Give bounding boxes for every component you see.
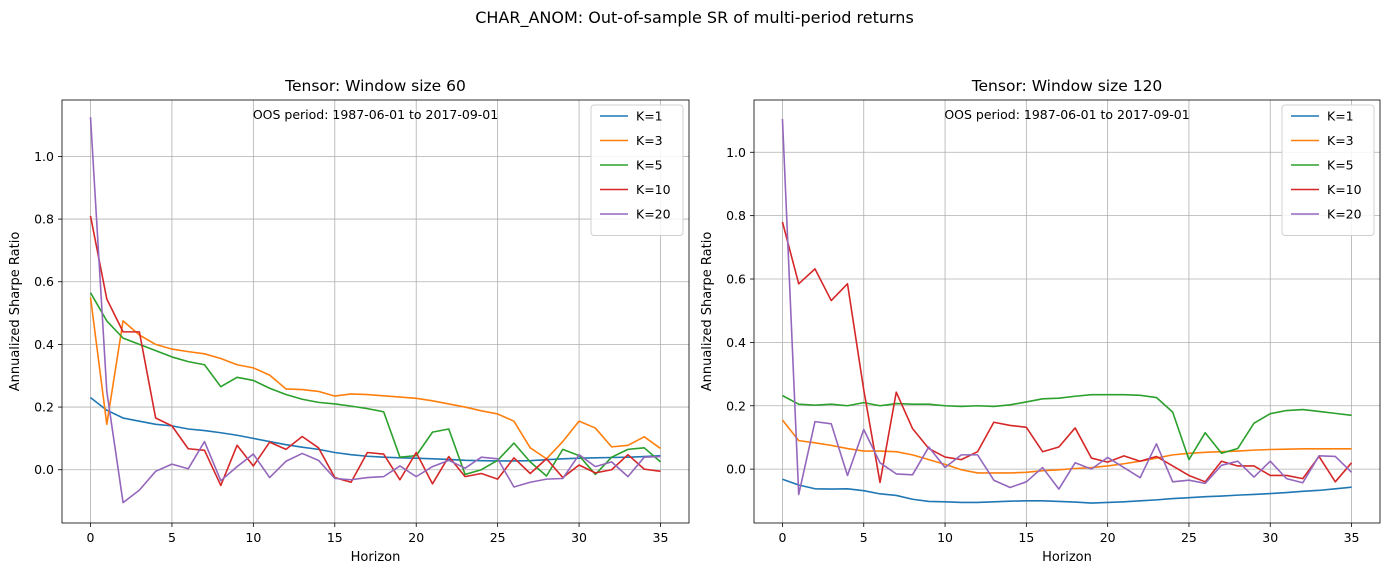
series-line-k1: [90, 397, 661, 462]
axis-ticks: 0 5 10 15 20 25 30 35 0.0 0.2 0.4 0.6 0.8 1.0: [726, 145, 1359, 545]
y-axis-label: Annualized Sharpe Ratio: [8, 232, 23, 392]
legend: K=1 K=3 K=5 K=10 K=20: [1281, 104, 1375, 236]
x-axis-label: Horizon: [1042, 550, 1092, 565]
x-tick-label: 0: [778, 530, 786, 545]
legend-label: K=10: [1327, 182, 1362, 197]
x-tick-label: 25: [1181, 530, 1197, 545]
legend-label: K=5: [1327, 158, 1354, 173]
axes-frame: [753, 99, 1381, 524]
legend-label: K=1: [1327, 109, 1354, 124]
y-tick-label: 1.0: [34, 149, 54, 164]
y-tick-label: 0.8: [726, 208, 746, 223]
x-tick-label: 15: [327, 530, 343, 545]
x-tick-label: 10: [245, 530, 261, 545]
series-line-k3: [781, 419, 1352, 474]
y-tick-label: 0.6: [34, 274, 54, 289]
axis-ticks: 0 5 10 15 20 25 30 35 0.0 0.2 0.4 0.6 0.8 1.0: [34, 149, 668, 545]
x-tick-label: 5: [860, 530, 868, 545]
x-axis-label: Horizon: [351, 550, 401, 565]
legend: K=1 K=3 K=5 K=10 K=20: [590, 104, 684, 236]
x-tick-label: 20: [1100, 530, 1116, 545]
legend-label: K=1: [636, 109, 663, 124]
y-axis-label: Annualized Sharpe Ratio: [700, 232, 715, 392]
series-line-k20: [781, 118, 1353, 496]
x-tick-label: 20: [408, 530, 424, 545]
series-lines: [781, 118, 1353, 504]
y-tick-label: 0.2: [34, 400, 54, 415]
y-tick-label: 0.6: [726, 272, 746, 287]
oos-period-annotation: OOS period: 1987-06-01 to 2017-09-01: [944, 107, 1189, 122]
series-line-k5: [89, 292, 662, 477]
y-tick-label: 0.0: [726, 462, 746, 477]
legend-box: [590, 104, 684, 236]
x-tick-label: 30: [1262, 530, 1278, 545]
y-tick-label: 0.4: [726, 335, 746, 350]
x-tick-label: 5: [168, 530, 176, 545]
x-tick-label: 25: [490, 530, 506, 545]
series-lines: [89, 117, 662, 504]
y-tick-label: 0.0: [34, 462, 54, 477]
x-tick-label: 0: [87, 530, 95, 545]
figure-suptitle: CHAR_ANOM: Out-of-sample SR of multi-per…: [475, 8, 914, 27]
legend-label: K=20: [1327, 207, 1362, 222]
x-tick-label: 30: [571, 530, 587, 545]
series-line-k20: [89, 117, 661, 504]
series-line-k10: [781, 221, 1353, 484]
y-tick-label: 0.8: [34, 212, 54, 227]
chart-title: Tensor: Window size 120: [971, 77, 1163, 95]
y-tick-label: 0.2: [726, 398, 746, 413]
x-tick-label: 15: [1018, 530, 1034, 545]
y-tick-label: 0.4: [34, 337, 54, 352]
series-line-k10: [89, 215, 661, 487]
legend-label: K=20: [636, 207, 671, 222]
chart-window-120: 0 5 10 15 20 25 30 35 0.0 0.2 0.4 0.6 0.8 1.0 Tensor: …: [700, 77, 1381, 565]
x-tick-label: 35: [653, 530, 669, 545]
legend-label: K=3: [636, 133, 663, 148]
series-line-k5: [782, 393, 1352, 461]
x-tick-label: 10: [937, 530, 953, 545]
legend-label: K=3: [1327, 133, 1354, 148]
oos-period-annotation: OOS period: 1987-06-01 to 2017-09-01: [253, 107, 498, 122]
x-tick-label: 35: [1344, 530, 1360, 545]
legend-label: K=5: [636, 158, 663, 173]
axes-frame: [61, 99, 690, 524]
series-line-k3: [89, 297, 661, 460]
chart-window-60: 0 5 10 15 20 25 30 35 0.0 0.2 0.4 0.6 0.8 1.0 Tensor: …: [8, 77, 690, 565]
series-line-k1: [782, 478, 1352, 504]
legend-label: K=10: [636, 182, 671, 197]
y-tick-label: 1.0: [726, 145, 746, 160]
legend-box: [1281, 104, 1375, 236]
chart-title: Tensor: Window size 60: [284, 77, 466, 95]
